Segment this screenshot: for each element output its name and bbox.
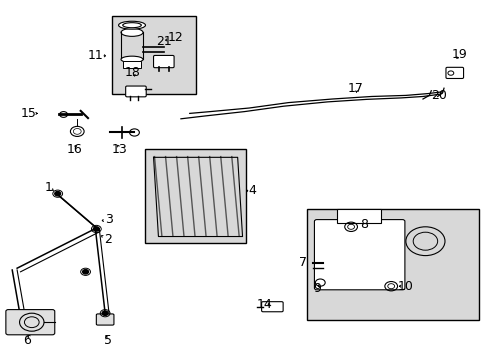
FancyBboxPatch shape	[153, 55, 174, 68]
Text: 10: 10	[397, 280, 413, 293]
Text: 8: 8	[360, 219, 367, 231]
Circle shape	[82, 270, 88, 274]
FancyBboxPatch shape	[125, 86, 146, 97]
Text: 6: 6	[23, 334, 31, 347]
Bar	[112, 16, 195, 94]
Text: 4: 4	[248, 184, 256, 197]
Circle shape	[93, 227, 99, 231]
Text: 7: 7	[299, 256, 306, 269]
Text: 16: 16	[66, 143, 82, 156]
Text: 19: 19	[451, 48, 467, 61]
Text: 17: 17	[347, 82, 363, 95]
Circle shape	[55, 192, 61, 196]
Ellipse shape	[122, 23, 141, 28]
Text: 18: 18	[125, 66, 141, 78]
Bar	[144, 149, 246, 243]
Text: 21: 21	[156, 35, 171, 48]
FancyBboxPatch shape	[445, 67, 463, 78]
Bar	[306, 209, 478, 320]
Circle shape	[102, 311, 108, 315]
Ellipse shape	[121, 56, 143, 63]
Text: 9: 9	[312, 282, 320, 294]
Ellipse shape	[121, 28, 143, 36]
Text: 1: 1	[45, 181, 53, 194]
Bar	[123, 61, 141, 68]
FancyBboxPatch shape	[96, 314, 114, 325]
Text: 5: 5	[103, 334, 111, 347]
Bar	[337, 209, 381, 223]
Text: 20: 20	[430, 89, 446, 102]
Ellipse shape	[119, 21, 145, 29]
Text: 15: 15	[20, 107, 36, 120]
FancyBboxPatch shape	[261, 302, 283, 312]
Text: 13: 13	[112, 143, 127, 156]
Text: 11: 11	[87, 49, 103, 62]
Text: 3: 3	[104, 213, 112, 226]
Text: 14: 14	[256, 298, 271, 311]
FancyBboxPatch shape	[314, 220, 404, 290]
FancyBboxPatch shape	[6, 310, 55, 335]
Text: 12: 12	[167, 31, 183, 44]
Text: 2: 2	[104, 233, 112, 246]
